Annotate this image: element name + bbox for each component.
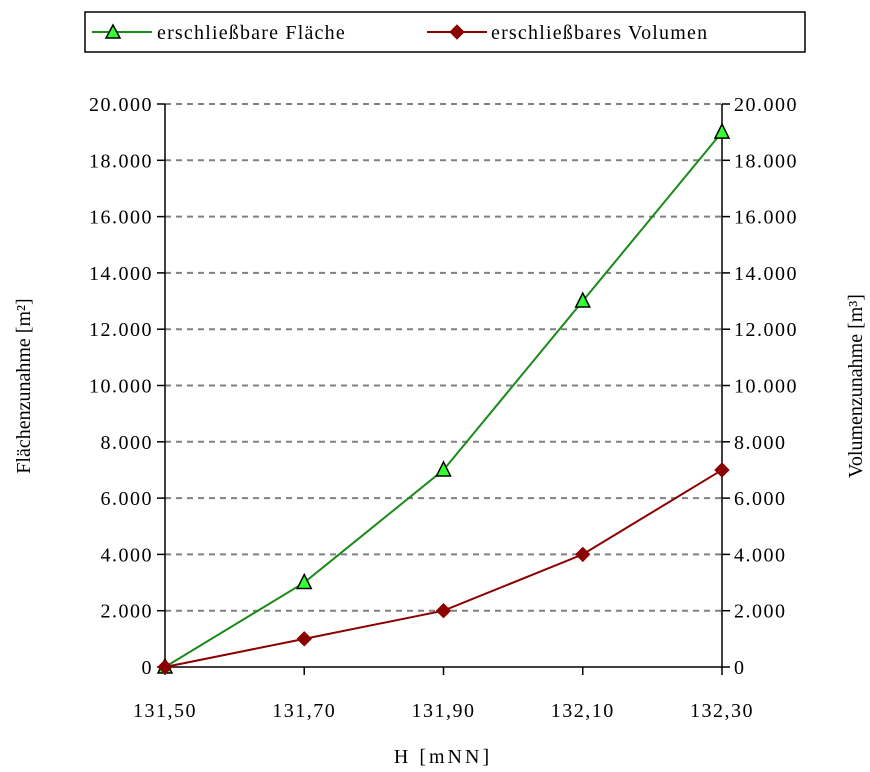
- data-point: [157, 659, 173, 675]
- y-tick-label-right: 20.000: [734, 94, 798, 116]
- y-tick-label-left: 12.000: [89, 319, 153, 341]
- data-point: [575, 546, 591, 563]
- y-tick-label-left: 18.000: [89, 150, 153, 172]
- data-point: [574, 291, 591, 308]
- y-tick-label-right: 16.000: [734, 207, 798, 229]
- y-tick-label-left: 8.000: [101, 432, 154, 454]
- x-axis-title: H [mNN]: [394, 746, 492, 768]
- x-tick-label: 131,90: [412, 700, 476, 722]
- x-tick-label: 131,50: [133, 700, 197, 722]
- y-tick-label-right: 2.000: [734, 601, 787, 623]
- data-point: [296, 631, 312, 647]
- y-tick-label-right: 4.000: [734, 544, 787, 566]
- y-tick-label-left: 14.000: [89, 263, 153, 285]
- y-tick-labels-right: 0 2.000 4.000 6.000 8.000 10.000 12.000 14.000 1…: [734, 94, 798, 679]
- y-tick-labels-left: 0 2.000 4.000 6.000 8.000 10.000 12.000 14.000 1…: [89, 94, 154, 679]
- y-tick-label-left: 20.000: [89, 94, 153, 116]
- y-tick-label-left: 2.000: [101, 601, 154, 623]
- y-axis-title-right: Volumenzunahme [m³]: [845, 294, 867, 478]
- legend-area-label: erschließbare Fläche: [157, 22, 346, 44]
- series-area: [156, 122, 731, 674]
- y-tick-label-left: 4.000: [101, 544, 154, 566]
- axes: [157, 103, 730, 675]
- data-point: [435, 460, 452, 477]
- data-point: [435, 602, 452, 619]
- data-point: [714, 462, 730, 478]
- y-tick-label-right: 14.000: [734, 263, 798, 285]
- legend-item-volume: erschließbares Volumen: [427, 22, 708, 44]
- series-line: [164, 131, 723, 668]
- series-volume: [157, 462, 730, 675]
- y-tick-label-left: 6.000: [101, 488, 154, 510]
- data-point: [713, 122, 731, 139]
- data-point: [296, 572, 313, 590]
- legend-volume-label: erschließbares Volumen: [491, 22, 708, 44]
- y-axis-title-left: Flächenzunahme [m²]: [13, 298, 35, 473]
- y-tick-label-right: 12.000: [734, 319, 798, 341]
- x-tick-label: 132,30: [690, 700, 754, 722]
- y-tick-label-right: 8.000: [734, 432, 787, 454]
- legend-area-marker: [104, 23, 122, 39]
- y-tick-label-right: 6.000: [734, 488, 787, 510]
- y-tick-label-right: 0: [734, 657, 746, 679]
- y-tick-label-left: 16.000: [89, 207, 153, 229]
- x-tick-labels: 131,50 131,70 131,90 132,10 132,30: [133, 700, 754, 722]
- legend: erschließbare Fläche erschließbares Volu…: [84, 11, 806, 53]
- y-tick-label-right: 18.000: [734, 150, 798, 172]
- gridlines: [165, 103, 722, 612]
- y-tick-label-left: 10.000: [89, 376, 153, 398]
- legend-volume-marker: [449, 24, 465, 40]
- x-tick-label: 131,70: [272, 700, 336, 722]
- x-tick-label: 132,10: [551, 700, 615, 722]
- legend-item-area: erschließbare Fläche: [92, 22, 346, 44]
- y-tick-label-left: 0: [142, 657, 154, 679]
- series: [156, 122, 731, 675]
- y-tick-label-right: 10.000: [734, 376, 798, 398]
- series-line: [164, 469, 723, 668]
